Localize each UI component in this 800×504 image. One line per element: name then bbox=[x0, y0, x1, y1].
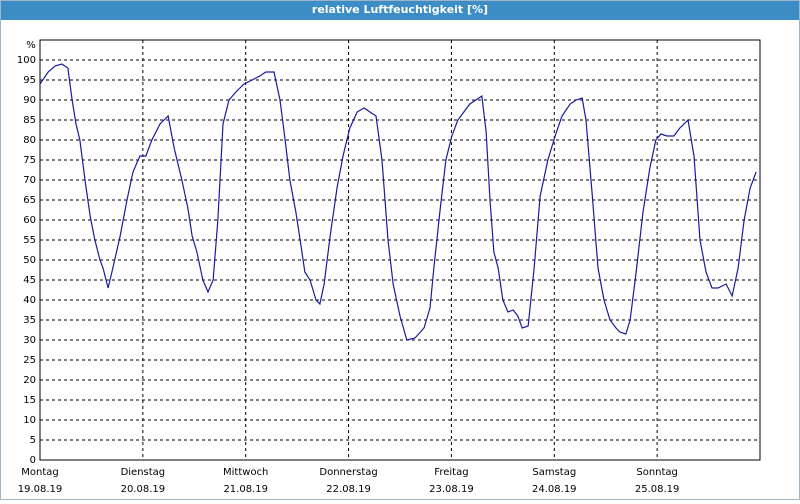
x-tick-label: Montag bbox=[21, 467, 58, 478]
y-unit: % bbox=[26, 40, 36, 51]
y-tick-label: 90 bbox=[23, 95, 36, 106]
x-tick-label: Freitag bbox=[434, 467, 468, 478]
x-tick-date: 19.08.19 bbox=[18, 484, 63, 495]
title-bar bbox=[0, 0, 800, 20]
y-tick-label: 0 bbox=[30, 455, 36, 466]
y-tick-label: 50 bbox=[23, 255, 36, 266]
y-tick-label: 15 bbox=[23, 395, 36, 406]
y-tick-label: 55 bbox=[23, 235, 36, 246]
x-tick-label: Sonntag bbox=[636, 467, 678, 478]
line-series bbox=[39, 63, 757, 341]
x-tick-date: 22.08.19 bbox=[326, 484, 371, 495]
y-tick-label: 35 bbox=[23, 315, 36, 326]
y-tick-label: 60 bbox=[23, 215, 36, 226]
y-tick-label: 70 bbox=[23, 175, 36, 186]
y-tick-label: 25 bbox=[23, 355, 36, 366]
y-tick-label: 100 bbox=[17, 55, 36, 66]
y-tick-label: 30 bbox=[23, 335, 36, 346]
x-tick-date: 24.08.19 bbox=[532, 484, 577, 495]
y-tick-label: 5 bbox=[30, 435, 36, 446]
x-tick-date: 23.08.19 bbox=[429, 484, 474, 495]
y-tick-label: 65 bbox=[23, 195, 36, 206]
y-tick-label: 80 bbox=[23, 135, 36, 146]
y-tick-label: 10 bbox=[23, 415, 36, 426]
x-tick-label: Mittwoch bbox=[223, 467, 268, 478]
x-tick-date: 21.08.19 bbox=[223, 484, 268, 495]
chart-title: relative Luftfeuchtigkeit [%] bbox=[312, 3, 488, 16]
x-tick-label: Dienstag bbox=[121, 467, 166, 478]
x-tick-label: Donnerstag bbox=[319, 467, 377, 478]
grid bbox=[39, 40, 760, 461]
y-tick-label: 40 bbox=[23, 295, 36, 306]
y-tick-label: 20 bbox=[23, 375, 36, 386]
y-tick-label: 45 bbox=[23, 275, 36, 286]
y-tick-label: 85 bbox=[23, 115, 36, 126]
y-tick-label: 75 bbox=[23, 155, 36, 166]
x-tick-date: 25.08.19 bbox=[635, 484, 680, 495]
x-tick-label: Samstag bbox=[532, 467, 576, 478]
plot-frame bbox=[39, 39, 761, 461]
y-tick-label: 95 bbox=[23, 75, 36, 86]
x-tick-date: 20.08.19 bbox=[121, 484, 166, 495]
